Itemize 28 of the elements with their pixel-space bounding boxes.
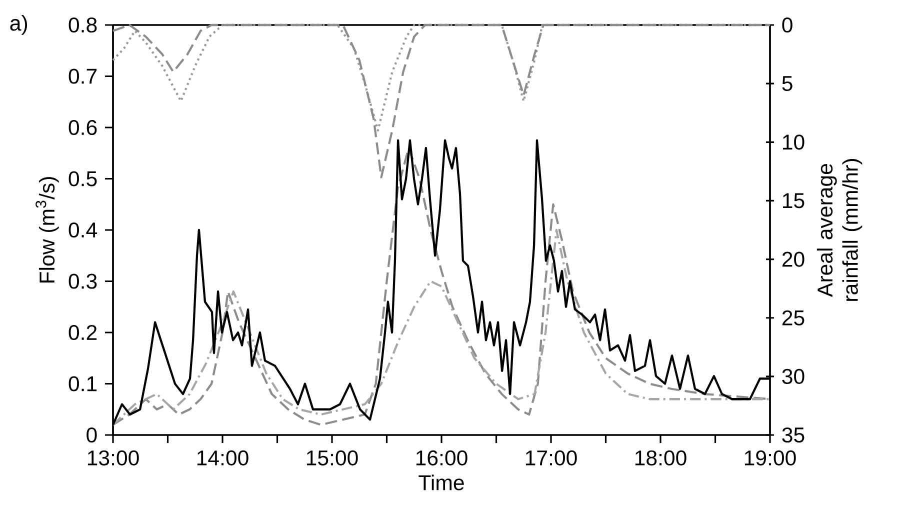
- y2-axis-title: Areal average rainfall (mm/hr): [816, 159, 862, 301]
- x-tick-label: 15:00: [306, 450, 358, 466]
- y-tick-label: 0.8: [68, 17, 97, 33]
- y2-tick-label: 35: [782, 427, 804, 443]
- x-tick-label: 18:00: [635, 450, 686, 466]
- y-axis-title: Flow (m$^{3}$/s): [36, 177, 59, 282]
- y2-tick-label: 20: [782, 252, 804, 267]
- y2-tick-label: 10: [783, 134, 804, 150]
- x-tick-label: 17:00: [526, 450, 577, 466]
- y2-tick-label: 30: [782, 368, 804, 384]
- y2-tick-label: 0: [782, 17, 792, 33]
- y-tick-label: 0: [86, 427, 97, 443]
- text: a): [10, 15, 28, 35]
- y2-tick-label: 5: [782, 76, 792, 92]
- x-tick-label: 16:00: [416, 450, 468, 466]
- y-tick-label: 0.7: [68, 68, 97, 84]
- y-tick-label: 0.4: [68, 222, 97, 238]
- y2-tick-label: 25: [782, 310, 804, 326]
- y-tick-label: 0.2: [68, 324, 97, 340]
- x-tick-label: 14:00: [197, 450, 248, 466]
- x-tick-label: 13:00: [88, 450, 139, 466]
- y-tick-label: 0.1: [68, 376, 97, 392]
- y-tick-label: 0.3: [68, 274, 97, 289]
- x-axis-title: Time: [418, 474, 464, 490]
- y-tick-label: 0.5: [68, 171, 97, 186]
- x-tick-label: 19:00: [744, 450, 796, 466]
- y2-tick-label: 15: [783, 193, 804, 208]
- y-tick-label: 0.6: [68, 120, 97, 136]
